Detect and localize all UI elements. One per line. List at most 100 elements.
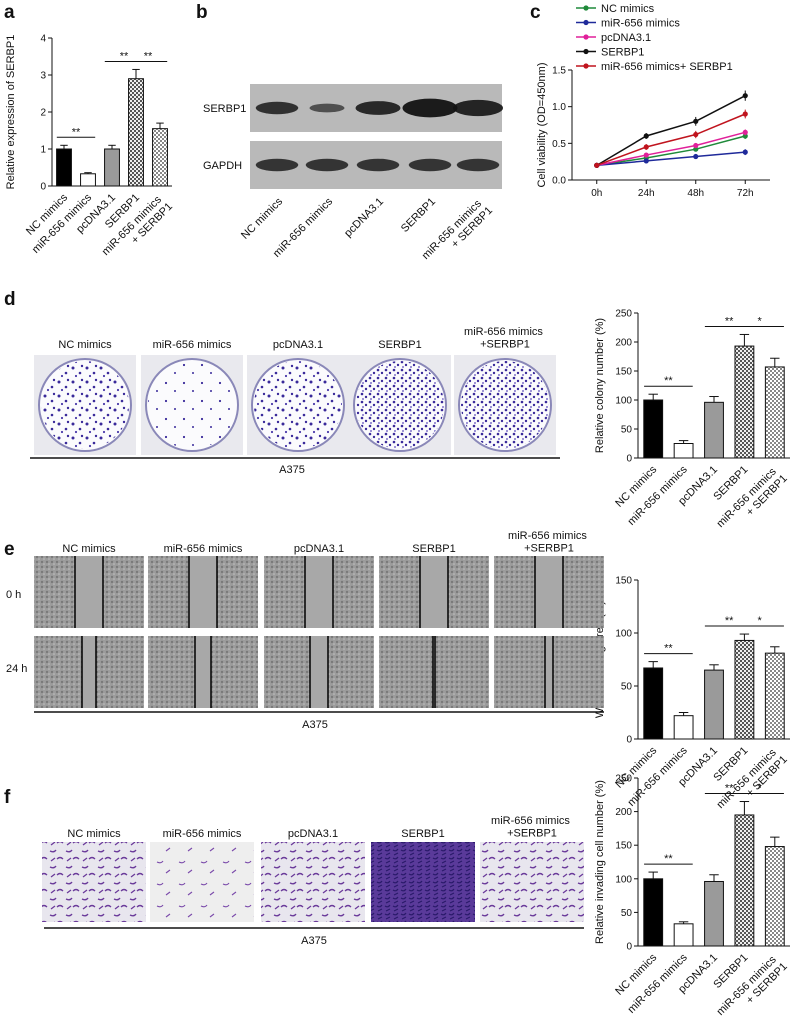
y-tick-label: 2: [40, 108, 46, 119]
column-label: miR-656 mimics +SERBP1: [464, 326, 546, 351]
colonies: [461, 361, 549, 449]
y-tick-label: 0: [40, 182, 46, 193]
colonies: [148, 361, 236, 449]
bar: [643, 878, 664, 947]
wound-gap: [535, 556, 563, 628]
significance-label: **: [144, 50, 153, 62]
bar: [56, 148, 72, 187]
wound-gap: [545, 636, 553, 708]
lane-label: pcDNA3.1: [342, 196, 386, 240]
column-label: pcDNA3.1: [273, 339, 323, 351]
label-line: +SERBP1: [480, 339, 530, 351]
y-tick-label: 1: [40, 145, 46, 156]
blot-band: [408, 158, 452, 172]
bar: [643, 667, 664, 740]
blot-band: [453, 99, 503, 117]
y-tick-label: 0: [626, 454, 632, 465]
significance-label: **: [72, 126, 81, 138]
y-tick-label: 250: [615, 774, 632, 785]
significance-label: **: [725, 615, 734, 627]
y-tick-label: 4: [40, 34, 46, 45]
significance-label: **: [725, 315, 734, 327]
legend-marker: [583, 19, 589, 26]
label-line: miR-656 mimics: [491, 815, 573, 827]
y-tick-label: 50: [621, 425, 633, 436]
point: [742, 129, 748, 135]
column-label: pcDNA3.1: [294, 543, 344, 555]
bar: [643, 399, 664, 459]
wound-gap: [189, 556, 217, 628]
y-tick-label: 0.5: [552, 139, 566, 150]
y-tick-label: 150: [615, 367, 632, 378]
y-axis-label: Relative expression of SERBP1: [5, 35, 17, 190]
column-label: SERBP1: [401, 828, 444, 840]
blot-band: [356, 158, 400, 172]
x-tick-label: 24h: [638, 188, 655, 199]
blot-band: [255, 158, 299, 172]
bar: [80, 173, 96, 187]
significance-label: **: [664, 853, 673, 865]
significance-label: *: [757, 315, 762, 327]
significance-label: *: [757, 783, 762, 795]
column-label: miR-656 mimics +SERBP1: [508, 530, 590, 555]
cell-line-label: A375: [301, 935, 327, 947]
wound-gap: [82, 636, 96, 708]
panel-letter: e: [4, 539, 15, 560]
lane-label: NC mimics: [239, 195, 285, 241]
significance-label: **: [664, 375, 673, 387]
column-label: miR-656 mimics: [153, 339, 232, 351]
cell-line-label: A375: [279, 464, 305, 476]
bar: [734, 639, 755, 740]
point: [742, 93, 748, 99]
y-tick-label: 1.0: [552, 102, 566, 113]
blot-band: [456, 158, 500, 172]
point: [693, 118, 699, 124]
invasion-image: [42, 842, 146, 922]
point: [693, 131, 699, 138]
blot-band: [255, 101, 299, 115]
wound-gap: [420, 556, 448, 628]
bar: [704, 669, 724, 740]
point: [594, 162, 600, 168]
legend-label: pcDNA3.1: [601, 32, 651, 44]
legend-marker: [583, 5, 589, 11]
wound-gap: [305, 556, 333, 628]
lane-label: SERBP1: [399, 196, 438, 235]
x-tick-label: 48h: [687, 188, 704, 199]
point: [643, 152, 649, 158]
wound-gap: [433, 636, 435, 708]
y-tick-label: 150: [615, 576, 632, 587]
bar: [734, 345, 755, 459]
invasion-image: [150, 842, 254, 922]
blot-row-label: SERBP1: [203, 103, 246, 115]
y-tick-label: 150: [615, 841, 632, 852]
bar: [152, 128, 168, 187]
wound-gap: [310, 636, 328, 708]
bar: [704, 401, 724, 459]
bar: [673, 715, 694, 740]
row-label: 0 h: [6, 589, 21, 601]
legend-label: miR-656 mimics+ SERBP1: [601, 61, 733, 73]
column-label: miR-656 mimics: [163, 828, 242, 840]
column-label: SERBP1: [378, 339, 421, 351]
column-label: pcDNA3.1: [288, 828, 338, 840]
wound-gap: [75, 556, 103, 628]
x-tick-label: 0h: [591, 188, 602, 199]
y-tick-label: 0.0: [552, 176, 566, 187]
point: [742, 133, 748, 139]
column-label: NC mimics: [62, 543, 116, 555]
series-line: [596, 95, 746, 166]
bar: [104, 148, 120, 187]
label-line: +SERBP1: [507, 828, 557, 840]
y-tick-label: 50: [621, 682, 633, 693]
x-tick-label: miR-656 mimics + SERBP1: [715, 464, 790, 539]
point: [643, 158, 649, 164]
label-line: +SERBP1: [524, 543, 574, 555]
series-line: [596, 113, 746, 167]
x-tick-label: 72h: [737, 188, 754, 199]
legend-label: miR-656 mimics: [601, 18, 680, 30]
panel-letter: b: [196, 2, 208, 23]
bar: [764, 846, 785, 947]
bar: [764, 366, 785, 459]
